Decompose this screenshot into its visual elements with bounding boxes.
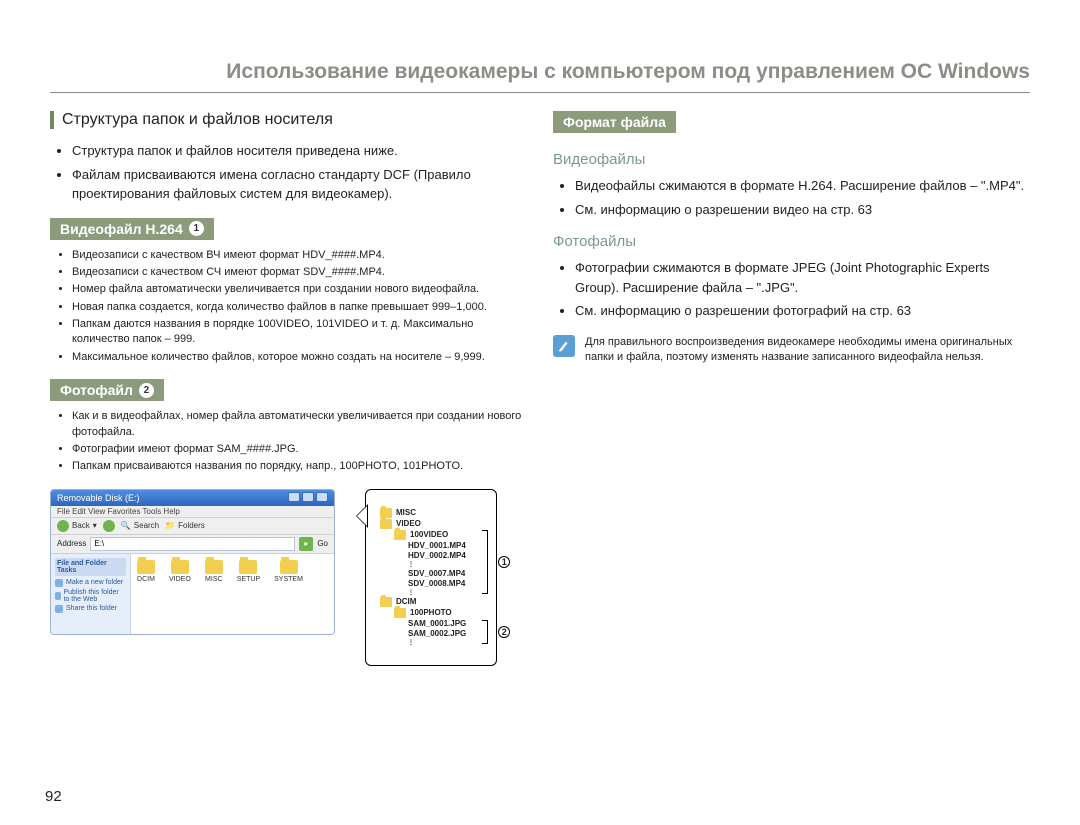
tree-ellipsis: ⋮ [380, 589, 466, 596]
folder-item[interactable]: MISC [205, 560, 223, 628]
tree-file: SAM_0002.JPG [380, 629, 466, 638]
address-bar: Address ▸ Go [51, 535, 334, 554]
list-item: Папкам присваиваются названия по порядку… [72, 459, 527, 474]
folder-icon [380, 519, 392, 529]
subhead-photo: Фотофайлы [553, 233, 1030, 250]
toolbar: Back ▾ 🔍 Search 📁 Folders [51, 517, 334, 535]
badge-label: Формат файла [563, 114, 666, 130]
folder-icon [171, 560, 189, 574]
window-title: Removable Disk (E:) [57, 493, 140, 503]
list-item: Как и в видеофайлах, номер файла автомат… [72, 409, 527, 440]
tree-file: SAM_0001.JPG [380, 619, 466, 628]
panel-head: File and Folder Tasks [55, 558, 126, 576]
tree-node: DCIM [380, 597, 466, 607]
list-item: См. информацию о разрешении видео на стр… [575, 200, 1030, 220]
badge-videofile: Видеофайл H.264 1 [50, 218, 214, 240]
callout-marker: 2 [498, 626, 510, 638]
list-item: Видеозаписи с качеством СЧ имеют формат … [72, 265, 527, 280]
list-item: Папкам даются названия в порядке 100VIDE… [72, 317, 527, 348]
folder-item[interactable]: SETUP [237, 560, 260, 628]
badge-number: 2 [139, 383, 154, 398]
columns: Структура папок и файлов носителя Структ… [50, 111, 1030, 666]
folder-icon [137, 560, 155, 574]
tree-node: MISC [380, 508, 466, 518]
tree-file: SDV_0008.MP4 [380, 579, 466, 588]
explorer-titlebar: Removable Disk (E:) [51, 490, 334, 506]
folder-icon [205, 560, 223, 574]
search-button[interactable]: 🔍 Search [121, 521, 159, 530]
list-item: См. информацию о разрешении фотографий н… [575, 301, 1030, 321]
folder-item[interactable]: DCIM [137, 560, 155, 628]
photo-format-list: Фотографии сжимаются в формате JPEG (Joi… [553, 258, 1030, 321]
photofile-list: Как и в видеофайлах, номер файла автомат… [50, 409, 527, 475]
badge-fileformat: Формат файла [553, 111, 676, 133]
videofile-list: Видеозаписи с качеством ВЧ имеют формат … [50, 248, 527, 366]
title-rule [50, 92, 1030, 93]
list-item: Фотографии сжимаются в формате JPEG (Joi… [575, 258, 1030, 297]
figures: Removable Disk (E:) File Edit View Favor… [50, 489, 527, 666]
section-heading-left: Структура папок и файлов носителя [50, 111, 527, 129]
back-icon [57, 520, 69, 532]
tree-file: HDV_0002.MP4 [380, 551, 466, 560]
folder-icon [380, 597, 392, 607]
list-item: Номер файла автоматически увеличивается … [72, 282, 527, 297]
page-number: 92 [45, 788, 62, 805]
tree-file: SDV_0007.MP4 [380, 569, 466, 578]
intro-item: Файлам присваиваются имена согласно стан… [72, 165, 527, 204]
explorer-window: Removable Disk (E:) File Edit View Favor… [50, 489, 335, 635]
video-format-list: Видеофайлы сжимаются в формате H.264. Ра… [553, 176, 1030, 219]
list-item: Видеофайлы сжимаются в формате H.264. Ра… [575, 176, 1030, 196]
window-buttons [286, 492, 328, 504]
note-box: Для правильного воспроизведения видеокам… [553, 335, 1030, 366]
tree-node: 100PHOTO [380, 608, 466, 618]
menu-bar: File Edit View Favorites Tools Help [51, 506, 334, 517]
folder-icon [280, 560, 298, 574]
back-button[interactable]: Back ▾ [57, 520, 97, 532]
list-item: Фотографии имеют формат SAM_####.JPG. [72, 442, 527, 457]
folder-icon [239, 560, 257, 574]
task-item[interactable]: Make a new folder [55, 579, 126, 587]
tree-ellipsis: ⋮ [380, 639, 466, 646]
note-text: Для правильного воспроизведения видеокам… [585, 335, 1030, 366]
tree-file: HDV_0001.MP4 [380, 541, 466, 550]
bracket-icon [482, 620, 488, 644]
forward-icon [103, 520, 115, 532]
list-item: Новая папка создается, когда количество … [72, 300, 527, 315]
fwd-button[interactable] [103, 520, 115, 532]
folder-icon [394, 608, 406, 618]
intro-list: Структура папок и файлов носителя привед… [50, 141, 527, 204]
folder-view: DCIM VIDEO MISC SETUP SYSTEM [131, 554, 334, 634]
explorer-body: File and Folder Tasks Make a new folder … [51, 554, 334, 634]
subhead-video: Видеофайлы [553, 151, 1030, 168]
right-column: Формат файла Видеофайлы Видеофайлы сжима… [553, 111, 1030, 666]
folders-button[interactable]: 📁 Folders [165, 521, 205, 530]
callout-marker: 1 [498, 556, 510, 568]
note-icon [553, 335, 575, 357]
badge-label: Фотофайл [60, 382, 133, 398]
address-input[interactable] [90, 537, 295, 551]
go-button[interactable]: ▸ [299, 537, 313, 551]
page-title: Использование видеокамеры с компьютером … [50, 60, 1030, 84]
folder-item[interactable]: VIDEO [169, 560, 191, 628]
bracket-icon [482, 530, 488, 594]
tree-node: 100VIDEO [380, 530, 466, 540]
task-item[interactable]: Share this folder [55, 605, 126, 613]
go-label: Go [317, 539, 328, 548]
folder-tree-callout: MISC VIDEO 100VIDEO HDV_0001.MP4 HDV_000… [365, 489, 497, 666]
badge-label: Видеофайл H.264 [60, 221, 183, 237]
folder-icon [394, 530, 406, 540]
task-item[interactable]: Publish this folder to the Web [55, 589, 126, 603]
badge-photofile: Фотофайл 2 [50, 379, 164, 401]
folder-item[interactable]: SYSTEM [274, 560, 303, 628]
list-item: Максимальное количество файлов, которое … [72, 350, 527, 365]
badge-number: 1 [189, 221, 204, 236]
side-panel: File and Folder Tasks Make a new folder … [51, 554, 131, 634]
address-label: Address [57, 539, 86, 548]
tree-ellipsis: ⋮ [380, 561, 466, 568]
tree-node: VIDEO [380, 519, 466, 529]
list-item: Видеозаписи с качеством ВЧ имеют формат … [72, 248, 527, 263]
intro-item: Структура папок и файлов носителя привед… [72, 141, 527, 161]
left-column: Структура папок и файлов носителя Структ… [50, 111, 527, 666]
